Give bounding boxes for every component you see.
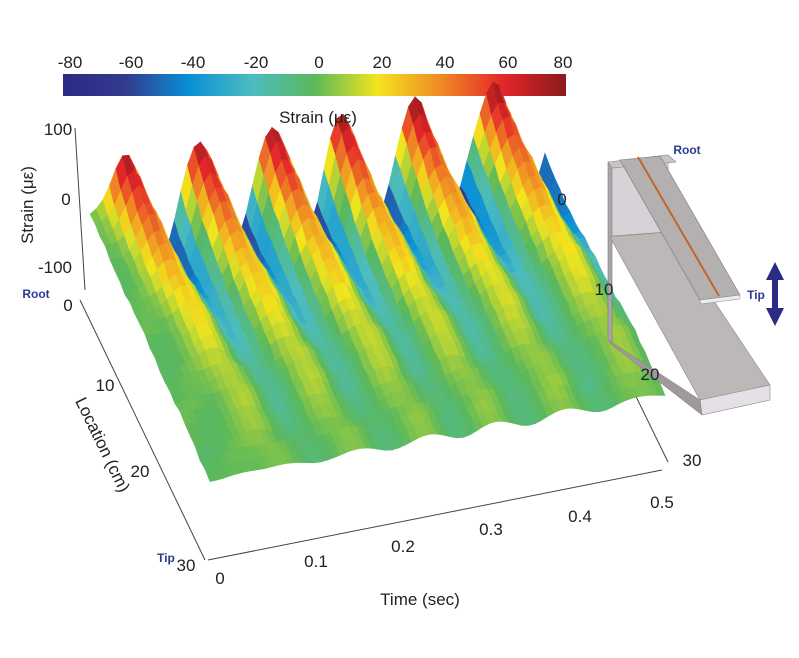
beam-tip-label: Tip (747, 288, 765, 302)
colorbar-tick: -80 (57, 53, 83, 72)
sensor-fiber (637, 156, 720, 297)
root-label: Root (22, 287, 50, 301)
z-tick: -100 (37, 258, 73, 277)
z-tick: 0 (61, 190, 71, 209)
double-arrow-icon (766, 262, 784, 326)
location-tick-left: 0 (63, 296, 73, 315)
location-axis-left (79, 299, 206, 561)
location-tick-left: 10 (95, 376, 115, 395)
time-axis-label: Time (sec) (380, 590, 460, 609)
tip-label: Tip (157, 551, 175, 565)
z-axis-line (74, 127, 86, 291)
surface-patch (653, 382, 666, 396)
time-tick: 0.3 (479, 520, 503, 539)
colorbar-tick: -60 (118, 53, 144, 72)
colorbar-tick: -40 (180, 53, 206, 72)
time-tick: 0.2 (391, 537, 415, 556)
colorbar-tick: -20 (243, 53, 269, 72)
location-tick-left: 20 (130, 462, 150, 481)
location-tick-right: 20 (640, 365, 660, 384)
location-tick-left: 30 (176, 556, 196, 575)
location-tick-right: 10 (594, 280, 614, 299)
time-tick: 0.4 (568, 507, 592, 526)
colorbar-label: Strain (με) (279, 108, 357, 127)
time-tick: 0 (215, 569, 225, 588)
colorbar-tick: 40 (435, 53, 455, 72)
time-axis (207, 469, 663, 561)
z-axis-label: Strain (με) (18, 166, 37, 244)
location-tick-right: 0 (557, 190, 567, 209)
z-tick: 100 (43, 120, 73, 139)
time-tick: 0.1 (304, 552, 328, 571)
colorbar-tick: 60 (498, 53, 518, 72)
colorbar-tick: 0 (314, 53, 324, 72)
colorbar (63, 74, 566, 96)
location-tick-right: 30 (682, 451, 702, 470)
colorbar-tick: 20 (372, 53, 392, 72)
beam-root-label: Root (673, 143, 701, 157)
colorbar-tick: 80 (553, 53, 573, 72)
time-tick: 0.5 (650, 493, 674, 512)
cantilever-beam-illustration (607, 154, 784, 416)
